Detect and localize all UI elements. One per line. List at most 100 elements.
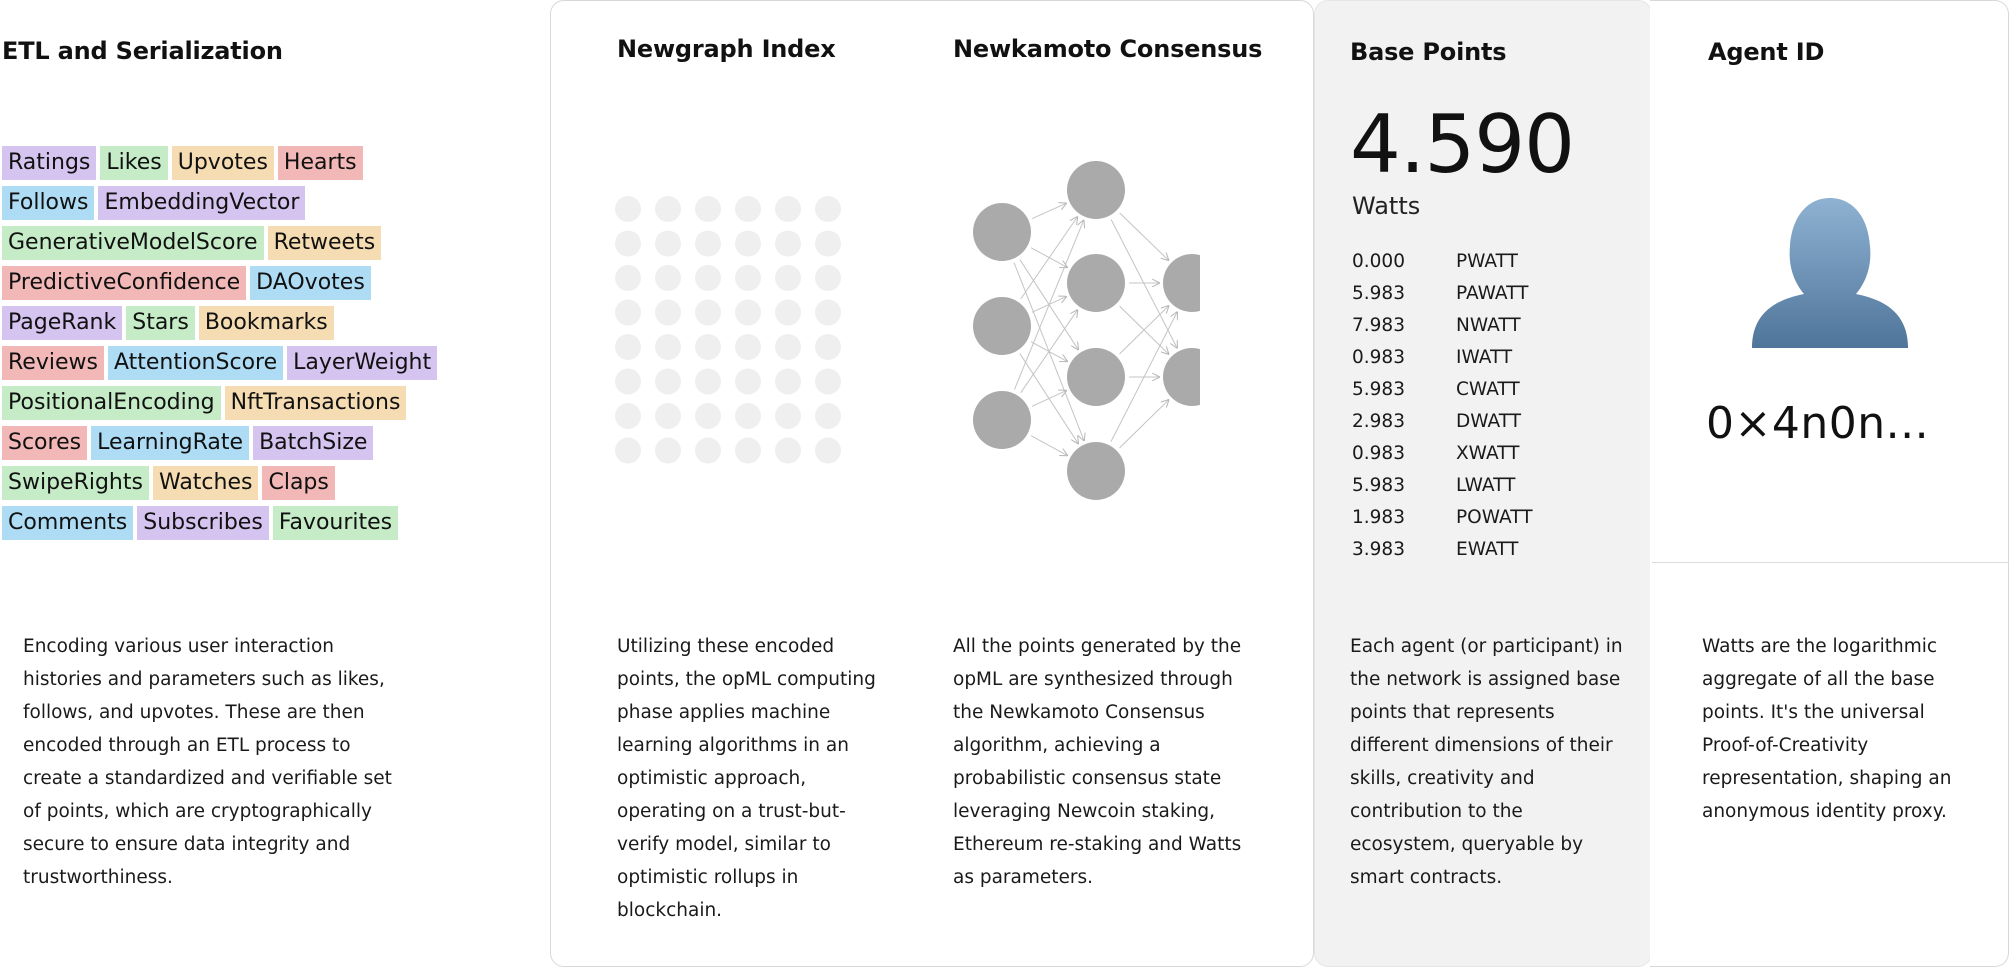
- watts-value: 4.590: [1350, 98, 1574, 191]
- grid-dot: [615, 438, 641, 464]
- grid-dot: [695, 196, 721, 222]
- grid-dot: [815, 438, 841, 464]
- grid-dot: [775, 265, 801, 291]
- point-value: 7.983: [1352, 310, 1456, 342]
- tag: Favourites: [273, 506, 398, 540]
- grid-dot: [815, 265, 841, 291]
- point-value: 1.983: [1352, 502, 1456, 534]
- network-node: [1067, 254, 1125, 312]
- grid-dot: [615, 369, 641, 395]
- grid-dot: [695, 334, 721, 360]
- point-name: DWATT: [1456, 411, 1521, 432]
- grid-dot: [615, 334, 641, 360]
- grid-dot: [775, 231, 801, 257]
- point-value: 0.000: [1352, 246, 1456, 278]
- network-edge: [1120, 400, 1169, 448]
- tag: PositionalEncoding: [2, 386, 221, 420]
- point-row: 5.983 CWATT: [1352, 374, 1533, 406]
- network-edge: [1031, 436, 1067, 456]
- tag: Claps: [262, 466, 334, 500]
- tag: AttentionScore: [108, 346, 283, 380]
- grid-dot: [815, 403, 841, 429]
- point-name: POWATT: [1456, 507, 1533, 528]
- dot-grid-diagram: [600, 185, 860, 475]
- grid-dot: [655, 300, 681, 326]
- grid-dot: [615, 403, 641, 429]
- tag: Follows: [2, 186, 94, 220]
- tag: NftTransactions: [225, 386, 407, 420]
- tag: PredictiveConfidence: [2, 266, 246, 300]
- tag: PageRank: [2, 306, 122, 340]
- tag: LearningRate: [91, 426, 249, 460]
- network-node: [1163, 254, 1200, 312]
- network-node: [1067, 442, 1125, 500]
- grid-dot: [775, 300, 801, 326]
- tag-row: Follows EmbeddingVector: [2, 186, 502, 226]
- tag-row: SwipeRights Watches Claps: [2, 466, 502, 506]
- grid-dot: [735, 300, 761, 326]
- grid-dot: [775, 403, 801, 429]
- network-node: [973, 203, 1031, 261]
- interaction-tags: Ratings Likes Upvotes Hearts Follows Embeddin…: [2, 146, 502, 546]
- network-node: [1163, 348, 1200, 406]
- tag: Watches: [153, 466, 259, 500]
- tag: Comments: [2, 506, 133, 540]
- tag: BatchSize: [253, 426, 373, 460]
- neural-network-diagram: [960, 150, 1200, 510]
- grid-dot: [695, 300, 721, 326]
- grid-dot: [615, 265, 641, 291]
- grid-dot: [695, 265, 721, 291]
- avatar-icon: [1752, 196, 1908, 348]
- grid-dot: [615, 300, 641, 326]
- point-row: 1.983 POWATT: [1352, 502, 1533, 534]
- point-value: 5.983: [1352, 470, 1456, 502]
- tag-row: PredictiveConfidence DAOvotes: [2, 266, 502, 306]
- newkamoto-description: All the points generated by the opML are…: [953, 630, 1253, 894]
- point-row: 0.000 PWATT: [1352, 246, 1533, 278]
- tag: Subscribes: [137, 506, 269, 540]
- grid-dot: [655, 265, 681, 291]
- agent-id-value: 0×4n0n...: [1706, 398, 1929, 449]
- tag-row: PageRank Stars Bookmarks: [2, 306, 502, 346]
- point-row: 0.983 IWATT: [1352, 342, 1533, 374]
- network-edge: [1032, 391, 1066, 407]
- grid-dot: [775, 369, 801, 395]
- etl-description: Encoding various user interaction histor…: [23, 630, 409, 894]
- grid-dot: [815, 196, 841, 222]
- grid-dot: [695, 403, 721, 429]
- grid-dot: [735, 369, 761, 395]
- point-name: PAWATT: [1456, 283, 1528, 304]
- point-name: XWATT: [1456, 443, 1519, 464]
- point-row: 5.983 LWATT: [1352, 470, 1533, 502]
- grid-dot: [695, 438, 721, 464]
- tag: Ratings: [2, 146, 96, 180]
- agent-title: Agent ID: [1708, 38, 1824, 66]
- point-value: 0.983: [1352, 342, 1456, 374]
- base-points-title: Base Points: [1350, 38, 1506, 66]
- watts-unit: Watts: [1352, 192, 1420, 220]
- grid-dot: [815, 369, 841, 395]
- grid-dot: [735, 334, 761, 360]
- point-value: 0.983: [1352, 438, 1456, 470]
- tag: DAOvotes: [250, 266, 371, 300]
- grid-dot: [735, 403, 761, 429]
- tag-row: GenerativeModelScore Retweets: [2, 226, 502, 266]
- point-name: CWATT: [1456, 379, 1520, 400]
- grid-dot: [655, 196, 681, 222]
- grid-dot: [815, 300, 841, 326]
- network-node: [973, 391, 1031, 449]
- tag: GenerativeModelScore: [2, 226, 264, 260]
- network-node: [1067, 348, 1125, 406]
- point-row: 0.983 XWATT: [1352, 438, 1533, 470]
- tag-row: PositionalEncoding NftTransactions: [2, 386, 502, 426]
- agent-divider: [1652, 562, 2009, 563]
- tag: SwipeRights: [2, 466, 149, 500]
- point-name: PWATT: [1456, 251, 1518, 272]
- base-points-description: Each agent (or participant) in the netwo…: [1350, 630, 1630, 894]
- newkamoto-title: Newkamoto Consensus: [953, 35, 1262, 63]
- base-points-list: 0.000 PWATT 5.983 PAWATT 7.983 NWATT 0.983 IWAT…: [1352, 246, 1533, 566]
- network-node: [1067, 161, 1125, 219]
- grid-dot: [615, 231, 641, 257]
- tag: Bookmarks: [199, 306, 334, 340]
- tag: LayerWeight: [287, 346, 437, 380]
